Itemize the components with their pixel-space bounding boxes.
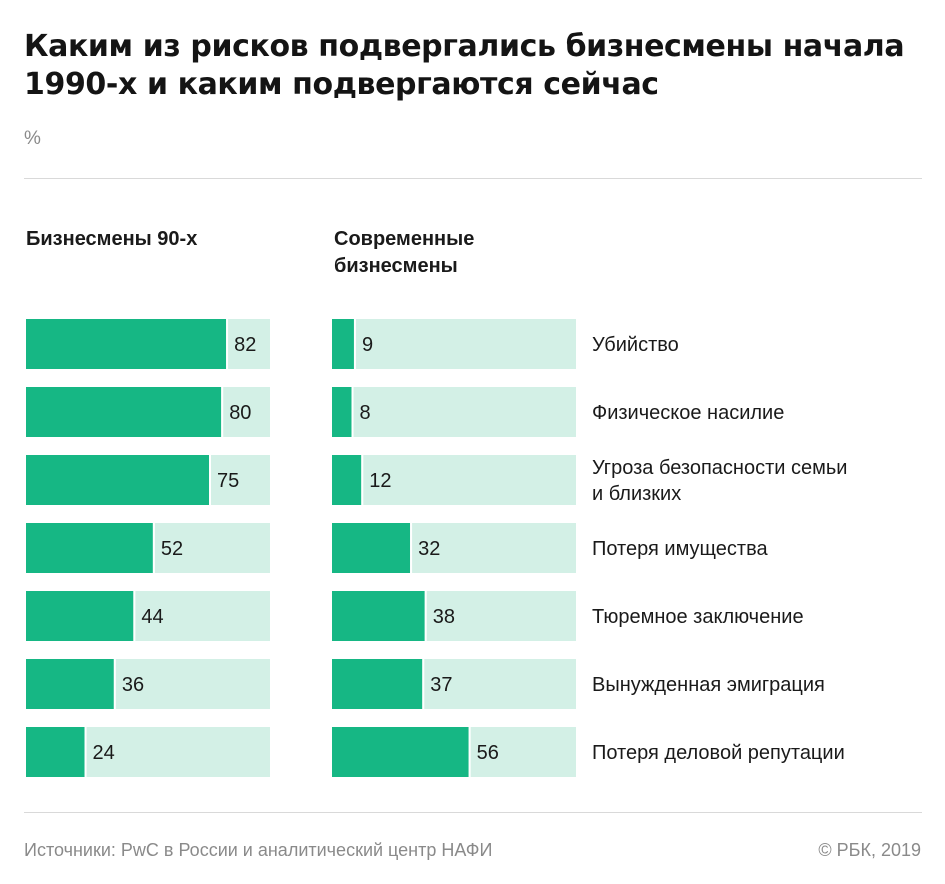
bar-modern: [332, 659, 423, 709]
source-note: Источники: PwC в России и аналитический …: [24, 840, 493, 860]
category-label: Физическое насилие: [592, 402, 784, 424]
bar-modern: [332, 455, 362, 505]
bar-modern-separator: [422, 659, 425, 709]
bar-90s: [26, 455, 209, 505]
series-label-modern-line-1: Современные: [334, 228, 475, 250]
chart-title: Каким из рисков подвергались бизнесмены …: [24, 29, 905, 102]
bar-modern-track: [332, 387, 576, 437]
bar-modern-separator: [353, 319, 356, 369]
data-label: 32: [418, 538, 440, 560]
bar-modern-separator: [351, 387, 354, 437]
bar-90s-separator: [113, 659, 116, 709]
bar-90s-separator: [209, 455, 211, 505]
bar-90s: [26, 387, 222, 437]
data-label: 24: [93, 742, 115, 764]
data-label: 56: [477, 742, 499, 764]
data-label: 38: [433, 606, 455, 628]
bar-90s-separator: [226, 319, 229, 369]
category-label: Потеря деловой репутации: [592, 742, 845, 764]
series-label-modern-line-2: бизнесмены: [334, 255, 458, 277]
bar-90s-separator: [84, 727, 87, 777]
bar-90s-separator: [221, 387, 224, 437]
bar-90s: [26, 523, 153, 573]
bar-modern: [332, 727, 469, 777]
bar-modern: [332, 387, 352, 437]
series-label-modern: Современные бизнесмены: [334, 226, 554, 280]
bar-90s: [26, 591, 134, 641]
top-divider: [24, 178, 922, 179]
bar-90s: [26, 727, 85, 777]
bar-90s: [26, 319, 227, 369]
bar-modern: [332, 591, 425, 641]
category-label: Убийство: [592, 334, 679, 356]
data-label: 75: [217, 470, 239, 492]
data-label: 82: [234, 334, 256, 356]
bar-modern-separator: [361, 455, 364, 505]
bar-modern-track: [332, 319, 576, 369]
category-label: Тюремное заключение: [592, 606, 804, 628]
category-label: Угроза безопасности семьи: [592, 457, 847, 479]
data-label: 8: [360, 402, 371, 424]
category-label: Потеря имущества: [592, 538, 768, 560]
data-label: 80: [229, 402, 251, 424]
category-label: и близких: [592, 483, 681, 505]
bar-modern-separator: [468, 727, 471, 777]
category-label: Вынужденная эмиграция: [592, 674, 825, 696]
data-label: 9: [362, 334, 373, 356]
unit-label: %: [24, 128, 41, 149]
bar-90s-separator: [133, 591, 136, 641]
data-label: 12: [369, 470, 391, 492]
bar-modern: [332, 523, 411, 573]
bar-modern: [332, 319, 354, 369]
data-label: 44: [141, 606, 163, 628]
bar-90s: [26, 659, 114, 709]
series-label-90s: Бизнесмены 90-х: [26, 228, 198, 250]
data-label: 52: [161, 538, 183, 560]
bar-modern-separator: [410, 523, 413, 573]
bar-modern-track: [332, 455, 576, 505]
bar-modern-separator: [424, 591, 427, 641]
data-label: 37: [430, 674, 452, 696]
data-label: 36: [122, 674, 144, 696]
copyright-note: © РБК, 2019: [818, 840, 921, 860]
bottom-divider: [24, 812, 922, 813]
bar-90s-separator: [152, 523, 155, 573]
